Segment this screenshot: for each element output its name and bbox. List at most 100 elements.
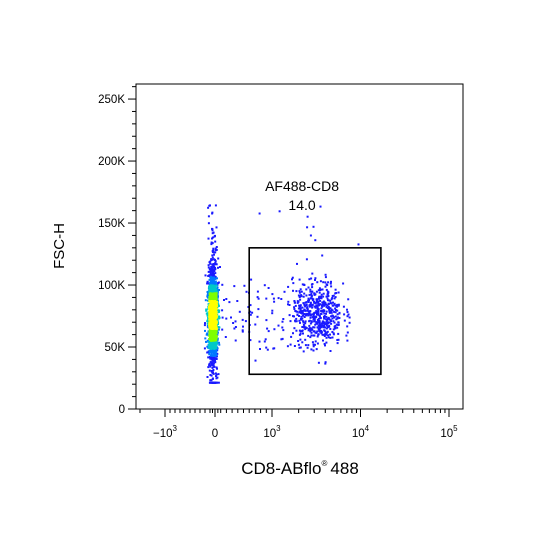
event-dot (306, 226, 309, 229)
event-dot (320, 331, 323, 334)
event-dot (309, 310, 312, 313)
event-dot (211, 236, 214, 239)
event-dot (214, 282, 217, 285)
plot-frame (135, 83, 464, 410)
event-dot (307, 286, 310, 289)
event-dot (208, 349, 211, 352)
event-dot (277, 297, 280, 300)
event-dot (243, 284, 246, 287)
event-dot (296, 310, 299, 313)
event-dot (306, 309, 309, 312)
event-dot (310, 290, 313, 293)
event-dot (212, 372, 215, 375)
event-dot (210, 281, 213, 284)
event-dot (210, 311, 213, 314)
event-dot (309, 336, 312, 339)
event-dot (205, 312, 208, 315)
event-dot (337, 332, 340, 335)
gate-name-label: AF488-CD8 (265, 178, 339, 194)
event-dot (212, 365, 215, 368)
event-dot (241, 330, 244, 333)
event-dot (209, 290, 212, 293)
event-dot (207, 319, 210, 322)
event-dot (325, 324, 328, 327)
event-dot (217, 328, 220, 331)
event-dot (214, 204, 217, 207)
event-dot (210, 296, 213, 299)
event-dot (209, 338, 212, 341)
event-dot (293, 301, 296, 304)
event-dot (345, 334, 348, 337)
event-dot (323, 324, 325, 327)
event-dot (318, 297, 320, 300)
event-dot (214, 361, 217, 364)
event-dot (327, 307, 330, 310)
event-dot (320, 324, 323, 327)
event-dot (210, 321, 213, 324)
event-dot (317, 301, 319, 303)
event-dot (331, 309, 334, 312)
gate-rectangle[interactable] (248, 247, 382, 376)
event-dot (320, 297, 323, 300)
event-dot (215, 248, 218, 251)
event-dot (211, 354, 214, 357)
event-dot (215, 343, 218, 346)
event-dot (336, 317, 339, 320)
event-dot (325, 305, 328, 308)
event-dot (298, 329, 301, 332)
event-dot (322, 302, 325, 305)
event-dot (215, 348, 218, 351)
event-dot (307, 314, 310, 317)
event-dot (301, 306, 304, 309)
event-dot (328, 318, 331, 321)
event-dot (307, 329, 310, 332)
event-dot (207, 270, 210, 273)
event-dot (216, 277, 218, 280)
event-dot (314, 305, 317, 308)
event-dot (212, 332, 215, 334)
event-dot (215, 320, 218, 323)
event-dot (346, 331, 349, 334)
event-dot (210, 276, 213, 279)
event-dot (210, 370, 213, 372)
event-dot (215, 375, 217, 378)
event-dot (303, 313, 305, 316)
event-dot (281, 337, 284, 340)
event-dot (314, 316, 317, 319)
event-dot (309, 313, 312, 316)
event-dot (298, 315, 300, 317)
event-dot (211, 228, 214, 231)
event-dot (210, 352, 213, 355)
event-dot (210, 354, 213, 357)
event-dot (208, 288, 211, 291)
event-dot (317, 289, 320, 292)
event-dot (314, 306, 317, 309)
event-dot (213, 347, 216, 350)
event-dot (293, 327, 296, 330)
event-dot (211, 256, 214, 259)
event-dot (304, 305, 307, 308)
event-dot (216, 339, 219, 342)
event-dot (320, 293, 323, 296)
event-dot (215, 358, 218, 360)
event-dot (214, 305, 217, 308)
event-dot (333, 316, 335, 319)
event-dot (249, 304, 252, 307)
event-dot (306, 312, 309, 315)
event-dot (322, 320, 325, 323)
event-dot (210, 269, 213, 272)
event-dot (327, 326, 329, 329)
event-dot (208, 293, 211, 295)
event-dot (289, 320, 292, 323)
event-dot (294, 319, 296, 322)
event-dot (249, 339, 252, 342)
event-dot (318, 320, 321, 322)
event-dot (214, 353, 217, 356)
event-dot (213, 292, 216, 295)
event-dot (331, 317, 334, 320)
event-dot (215, 284, 218, 287)
event-dot (327, 302, 330, 305)
event-dot (265, 297, 268, 300)
event-dot (214, 336, 217, 339)
event-dot (325, 320, 328, 323)
